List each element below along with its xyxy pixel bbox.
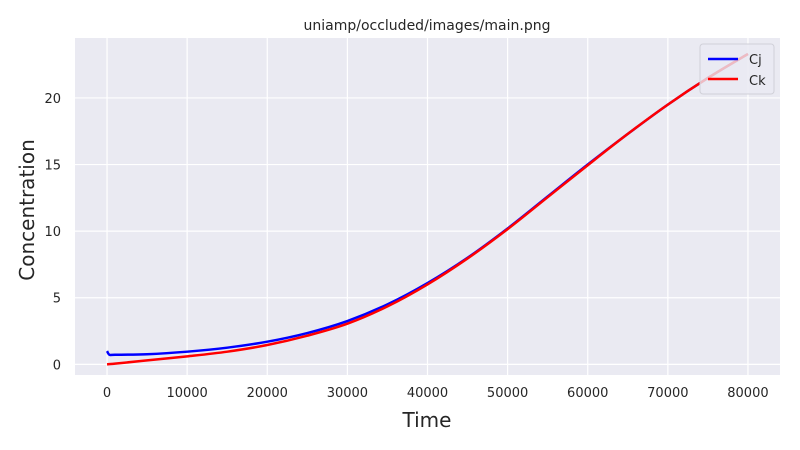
x-tick-label: 40000 (407, 386, 448, 401)
y-axis-label: Concentration (15, 139, 39, 280)
legend: Cj Ck (699, 43, 775, 95)
legend-label-cj: Cj (749, 53, 762, 68)
legend-box (699, 43, 775, 95)
y-tick-label: 10 (44, 225, 61, 240)
x-axis-label: Time (402, 408, 452, 432)
x-tick-label: 50000 (487, 386, 528, 401)
y-tick-label: 15 (44, 159, 61, 174)
x-tick-label: 10000 (166, 386, 207, 401)
x-tick-label: 70000 (647, 386, 688, 401)
x-tick-labels: 0 10000 20000 30000 40000 50000 60000 70000 8000… (103, 386, 769, 401)
legend-label-ck: Ck (749, 74, 766, 89)
x-tick-label: 60000 (567, 386, 608, 401)
series-line-ck (106, 52, 749, 366)
y-tick-label: 5 (53, 292, 61, 307)
y-tick-label: 20 (44, 92, 61, 107)
x-tick-label: 80000 (727, 386, 768, 401)
x-tick-label: 0 (103, 386, 111, 401)
y-tick-label: 0 (53, 358, 61, 373)
chart-title: uniamp/occluded/images/main.png (304, 18, 551, 34)
x-tick-label: 30000 (327, 386, 368, 401)
x-tick-label: 20000 (247, 386, 288, 401)
y-tick-labels: 0 5 10 15 20 (44, 92, 61, 373)
series-lines (105, 52, 749, 366)
